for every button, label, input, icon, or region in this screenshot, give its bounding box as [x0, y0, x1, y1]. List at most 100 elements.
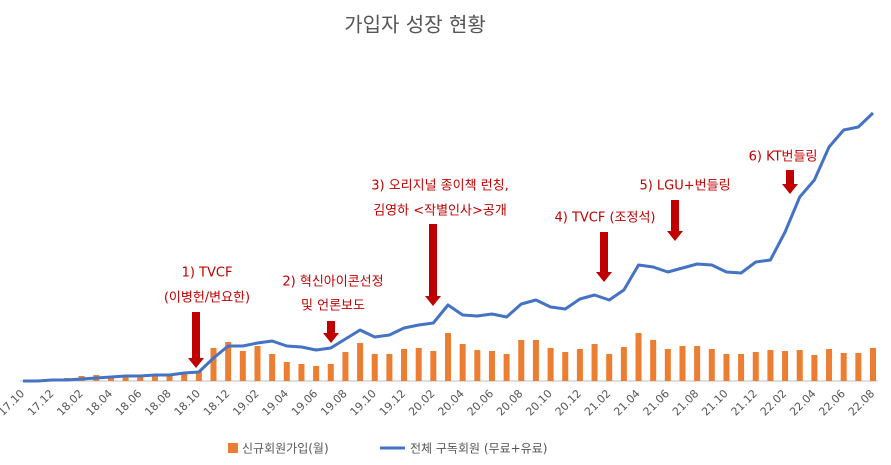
annotation-text: 1) TVCF — [182, 266, 233, 281]
bar — [811, 355, 818, 381]
annotation-text: 및 언론보도 — [301, 299, 365, 314]
bar — [679, 346, 686, 381]
bar — [738, 354, 745, 381]
annotation-arrow — [188, 312, 204, 368]
bar — [239, 351, 246, 381]
x-tick-label: 22.02 — [758, 387, 789, 418]
annotation-arrow — [667, 200, 683, 241]
x-tick-label: 20.02 — [406, 387, 437, 418]
x-tick-label: 19.06 — [289, 387, 320, 418]
bar — [826, 349, 833, 381]
x-tick-label: 21.04 — [611, 387, 642, 418]
x-tick-label: 21.06 — [641, 387, 672, 418]
bar — [225, 342, 232, 381]
x-tick-label: 19.04 — [260, 387, 291, 418]
x-tick-label: 21.12 — [729, 387, 760, 418]
x-tick-label: 22.06 — [816, 387, 847, 418]
bar — [195, 371, 202, 381]
bar — [532, 340, 539, 381]
annotation-text: 김영하 <작별인사>공개 — [373, 204, 507, 219]
chart-title: 가입자 성장 현황 — [344, 13, 486, 37]
annotation-arrow — [425, 224, 441, 306]
annotation-text: (이병헌/변요한) — [164, 291, 250, 306]
legend-label: 전체 구독회원 (무료+유료) — [410, 442, 547, 456]
bar — [181, 373, 188, 381]
x-tick-label: 19.02 — [230, 387, 261, 418]
bar — [401, 349, 408, 381]
bar — [474, 350, 481, 381]
bar — [855, 353, 862, 381]
x-tick-label: 19.12 — [377, 387, 408, 418]
bar — [415, 348, 422, 381]
x-tick-label: 20.10 — [523, 387, 554, 418]
x-tick-label: 20.06 — [465, 387, 496, 418]
bar — [723, 354, 730, 381]
bar — [840, 353, 847, 381]
bar — [488, 351, 495, 381]
x-tick-label: 20.12 — [553, 387, 584, 418]
bar — [151, 375, 158, 381]
bar — [122, 376, 129, 381]
bar — [137, 376, 144, 381]
legend-swatch — [228, 443, 238, 453]
bar — [357, 343, 364, 381]
bar — [635, 333, 642, 381]
annotation-text: 4) TVCF (조정석) — [554, 211, 655, 226]
x-tick-label: 21.10 — [699, 387, 730, 418]
bar — [650, 340, 657, 381]
x-tick-label: 22.08 — [846, 387, 877, 418]
bar — [386, 354, 393, 381]
bar — [767, 350, 774, 381]
bar — [371, 354, 378, 381]
bar — [342, 352, 349, 381]
annotation-text: 3) 오리지널 종이책 런칭, — [371, 179, 509, 194]
bar — [269, 354, 276, 381]
bar — [562, 352, 569, 381]
annotation-text: 5) LGU+번들링 — [639, 179, 730, 194]
bar — [796, 350, 803, 381]
legend-label: 신규회원가입(월) — [242, 442, 329, 456]
bar — [752, 352, 759, 381]
bar — [445, 333, 451, 381]
bar — [620, 347, 627, 381]
bar — [459, 344, 466, 381]
x-tick-label: 18.06 — [113, 387, 144, 418]
annotation-arrow — [596, 232, 612, 282]
x-tick-label: 22.04 — [787, 387, 818, 418]
bar — [503, 354, 510, 381]
bar — [708, 349, 715, 381]
bar — [518, 340, 525, 381]
x-tick-label: 18.04 — [84, 387, 115, 418]
bar — [870, 348, 876, 381]
line — [23, 111, 875, 383]
annotation-text: 6) KT번들링 — [749, 150, 818, 165]
annotation-text: 2) 혁신아이콘선정 — [282, 275, 383, 290]
bar — [254, 346, 261, 381]
annotation-arrow — [323, 321, 339, 343]
bar — [210, 348, 217, 381]
x-tick-label: 18.08 — [142, 387, 173, 418]
x-tick-label: 18.10 — [172, 387, 203, 418]
x-tick-label: 19.10 — [348, 387, 379, 418]
x-tick-label: 19.08 — [318, 387, 349, 418]
x-tick-label: 21.02 — [582, 387, 613, 418]
bar — [283, 362, 290, 381]
bar — [694, 346, 701, 381]
x-tick-label: 17.12 — [25, 387, 56, 418]
bar — [591, 344, 598, 381]
x-tick-label: 21.08 — [670, 387, 701, 418]
x-tick-label: 17.10 — [0, 387, 27, 418]
bar — [313, 366, 320, 381]
annotation-arrow — [782, 170, 798, 194]
bar — [576, 349, 583, 381]
x-tick-label: 18.02 — [54, 387, 85, 418]
bar — [547, 348, 554, 381]
bar — [606, 354, 613, 381]
bar — [782, 351, 789, 381]
x-tick-label: 20.08 — [494, 387, 525, 418]
bar — [298, 364, 305, 381]
x-tick-label: 18.12 — [201, 387, 232, 418]
bar — [664, 349, 671, 381]
bar — [430, 351, 437, 381]
